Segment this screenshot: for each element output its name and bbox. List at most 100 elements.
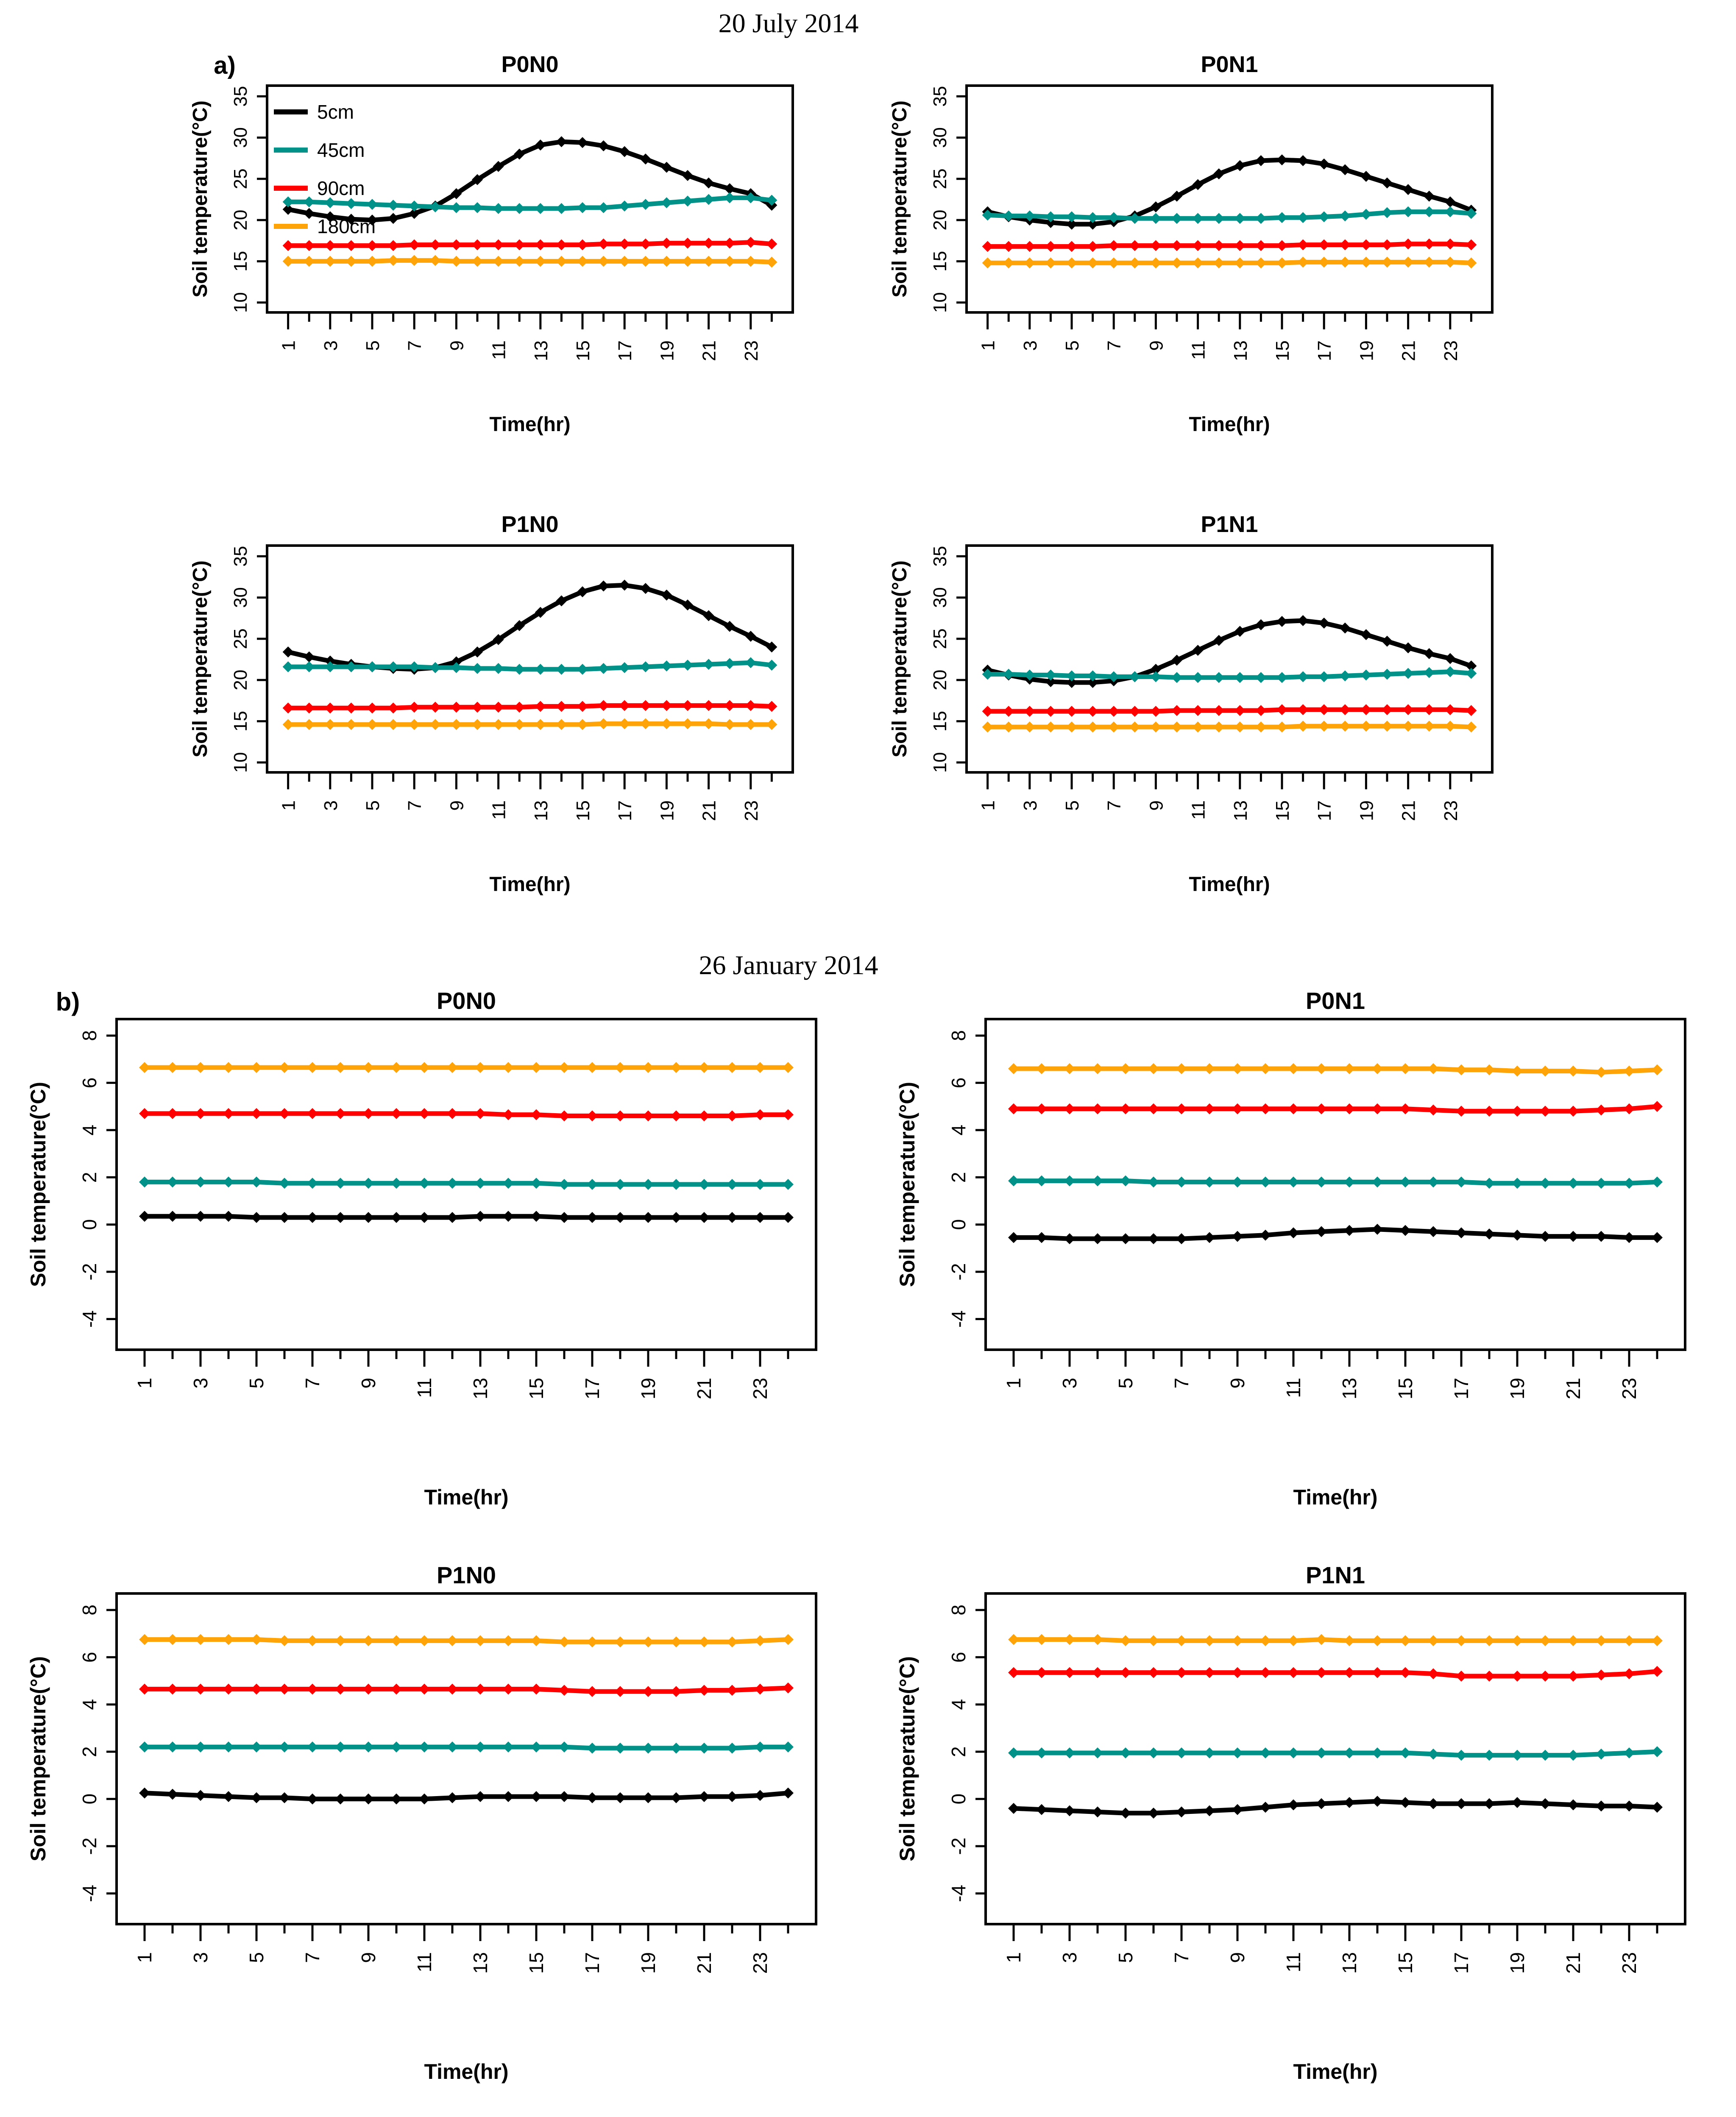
series-45cm-marker [1512, 1178, 1523, 1189]
series-45cm-marker [1360, 209, 1372, 220]
series-5cm-marker [1444, 196, 1456, 208]
series-90cm-marker [387, 702, 399, 714]
series-5cm-marker [531, 1791, 542, 1802]
x-tick-label: 17 [581, 1378, 603, 1399]
series-90cm-marker [1372, 1667, 1383, 1678]
series-90cm-marker [1466, 705, 1477, 716]
x-tick-label: 3 [189, 1378, 212, 1389]
chart-title: P1N1 [1201, 512, 1258, 537]
series-90cm-marker [514, 239, 525, 251]
series-90cm-marker [1382, 239, 1393, 251]
y-tick-label: -2 [947, 1263, 970, 1281]
series-45cm-marker [535, 203, 546, 214]
series-90cm-marker [419, 1108, 430, 1119]
section-a-title: 20 July 2014 [718, 8, 859, 38]
series-90cm-marker [1372, 1103, 1383, 1114]
series-90cm-marker [1382, 704, 1393, 716]
series-5cm-marker [1092, 1233, 1103, 1245]
series-90cm-marker [1171, 705, 1182, 716]
series-45cm-marker [727, 1179, 738, 1190]
series-90cm-marker [1255, 705, 1267, 716]
series-180cm-marker [1066, 257, 1077, 269]
series-180cm-marker [251, 1062, 262, 1073]
series-180cm-marker [139, 1634, 150, 1645]
series-90cm-marker [1428, 1668, 1439, 1680]
series-90cm-marker [556, 701, 567, 712]
series-45cm-marker [1213, 213, 1225, 224]
series-90cm-marker [1456, 1671, 1467, 1682]
series-45cm-marker [1344, 1176, 1355, 1188]
series-45cm-marker [1234, 672, 1246, 683]
y-tick-label: 15 [930, 251, 950, 272]
series-45cm-marker [335, 1741, 346, 1753]
series-45cm-marker [1171, 213, 1182, 224]
series-45cm-marker [1260, 1747, 1271, 1759]
x-tick-label: 13 [1230, 800, 1251, 821]
series-45cm-marker [783, 1179, 794, 1190]
x-tick-label: 21 [1562, 1952, 1584, 1974]
panel-label: a) [214, 52, 236, 79]
series-90cm-marker [1288, 1103, 1299, 1114]
series-90cm-marker [1652, 1666, 1663, 1677]
series-5cm-marker [1288, 1227, 1299, 1239]
series-180cm-marker [1624, 1635, 1635, 1646]
series-5cm-marker [167, 1211, 178, 1222]
series-5cm-marker [409, 208, 420, 219]
series-5cm-marker [682, 170, 693, 181]
series-180cm-marker [661, 718, 672, 730]
x-tick-label: 1 [279, 800, 299, 811]
series-45cm-marker [1064, 1175, 1075, 1187]
series-180cm-marker [1372, 1635, 1383, 1646]
series-180cm-marker [1652, 1635, 1663, 1646]
series-5cm-marker [699, 1212, 710, 1223]
series-90cm-marker [1192, 240, 1204, 251]
x-tick-label: 23 [1441, 800, 1461, 821]
series-180cm-marker [640, 256, 651, 267]
x-tick-label: 11 [1188, 340, 1209, 360]
series-180cm-marker [1466, 721, 1477, 733]
series-180cm-marker [1108, 721, 1120, 733]
series-180cm-marker [619, 718, 630, 730]
series-180cm-marker [1382, 721, 1393, 732]
series-90cm-marker [1568, 1671, 1579, 1682]
series-5cm-marker [367, 214, 378, 226]
chart-title: P0N0 [501, 52, 558, 77]
series-180cm-marker [282, 256, 294, 267]
series-45cm-marker [1192, 672, 1204, 683]
series-5cm-marker [1255, 155, 1267, 167]
series-90cm-marker [577, 701, 588, 712]
y-tick-label: 8 [947, 1604, 970, 1616]
chart-cell-july-p1n1: P1N1 10 15 20 25 30 35 1 3 5 7 9 11 13 15 17 19 21 23 Soil … [882, 507, 1543, 912]
series-45cm-marker [223, 1741, 234, 1753]
x-tick-label: 17 [1314, 340, 1335, 361]
series-45cm-marker [1372, 1747, 1383, 1759]
series-180cm-marker [643, 1636, 654, 1648]
x-tick-label: 1 [279, 340, 299, 351]
series-5cm-marker [643, 1792, 654, 1803]
series-45cm-marker [409, 661, 420, 672]
series-180cm-marker [503, 1062, 514, 1073]
series-45cm-marker [1288, 1747, 1299, 1759]
series-180cm-marker [619, 256, 630, 267]
series-180cm-marker [1008, 1634, 1019, 1645]
series-45cm-marker [724, 192, 736, 203]
series-5cm-marker [661, 589, 672, 601]
series-45cm-marker [1036, 1747, 1047, 1759]
x-axis-label: Time(hr) [424, 1485, 508, 1509]
series-45cm-marker [346, 198, 357, 209]
series-180cm-marker [1064, 1634, 1075, 1645]
series-45cm-marker [1596, 1178, 1607, 1189]
series-180cm-marker [703, 256, 714, 267]
series-90cm-marker [475, 1108, 486, 1119]
series-5cm-marker [307, 1793, 318, 1805]
x-tick-label: 17 [1450, 1952, 1472, 1974]
x-tick-label: 19 [1506, 1952, 1528, 1974]
series-45cm-marker [559, 1741, 570, 1753]
series-180cm-marker [577, 719, 588, 730]
series-45cm-marker [391, 1741, 402, 1753]
x-tick-label: 23 [749, 1378, 771, 1399]
x-tick-label: 23 [741, 340, 762, 361]
series-5cm-marker [661, 162, 672, 173]
x-axis-label: Time(hr) [424, 2060, 508, 2084]
x-tick-label: 17 [615, 800, 635, 821]
